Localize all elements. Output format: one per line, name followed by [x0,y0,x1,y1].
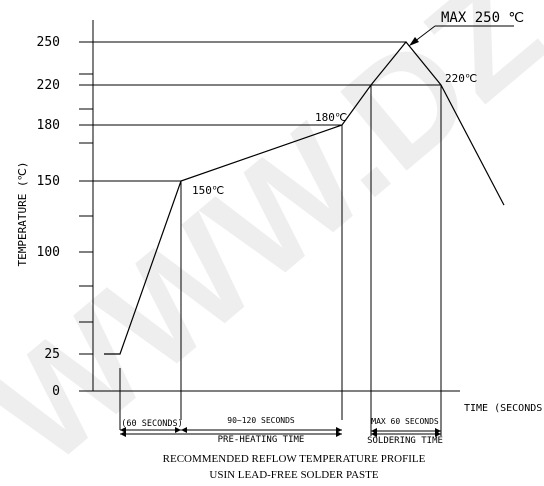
interval-dimensions [120,427,441,437]
annotation-220c: 220℃ [445,72,477,85]
x-axis-label: TIME (SECONDS ) [464,403,544,414]
y-tick-label: 220 [37,78,60,93]
temperature-profile-line [104,41,505,355]
label-90-120-seconds: 90~120 SECONDS [227,416,295,425]
peak-annotation-leader [413,25,436,43]
chart-subtitle: USIN LEAD-FREE SOLDER PASTE [209,469,378,481]
y-tick-label: 100 [37,245,60,260]
y-tick-label: 0 [52,384,60,399]
axes [92,20,460,392]
interval-soldering-right-arrow [435,431,441,437]
y-axis-ticks: 0 25 100 150 180 220 250 [37,35,93,399]
y-tick-label: 250 [37,35,60,50]
interval-soldering-left-arrow [371,431,377,437]
y-tick-label: 180 [37,118,60,133]
vertical-guide-lines [119,85,442,436]
interval-pre-heating-right-arrow [336,431,342,437]
reference-lines [93,41,441,182]
annotation-max-250: MAX 250 ℃ [441,10,524,26]
y-axis-label: TEMPERATURE (℃) [16,161,29,266]
interval-90-120-seconds-left-arrow [181,427,187,433]
interval-60-seconds-left-arrow [120,427,126,433]
annotation-150c: 150℃ [192,184,224,197]
peak-annotation-arrowhead [409,37,419,46]
interval-pre-heating-left-arrow [120,431,126,437]
label-60-seconds: (60 SECONDS) [121,419,182,429]
y-tick-label: 25 [44,347,60,362]
interval-90-120-seconds-right-arrow [336,427,342,433]
interval-60-seconds-right-arrow [175,427,181,433]
chart-title: RECOMMENDED REFLOW TEMPERATURE PROFILE [163,453,426,465]
y-tick-label: 150 [37,174,60,189]
label-soldering-time: SOLDERING TIME [367,436,443,446]
label-max-60-seconds: MAX 60 SECONDS [371,417,439,426]
label-pre-heating-time: PRE-HEATING TIME [218,435,305,445]
annotation-180c: 180℃ [315,111,347,124]
